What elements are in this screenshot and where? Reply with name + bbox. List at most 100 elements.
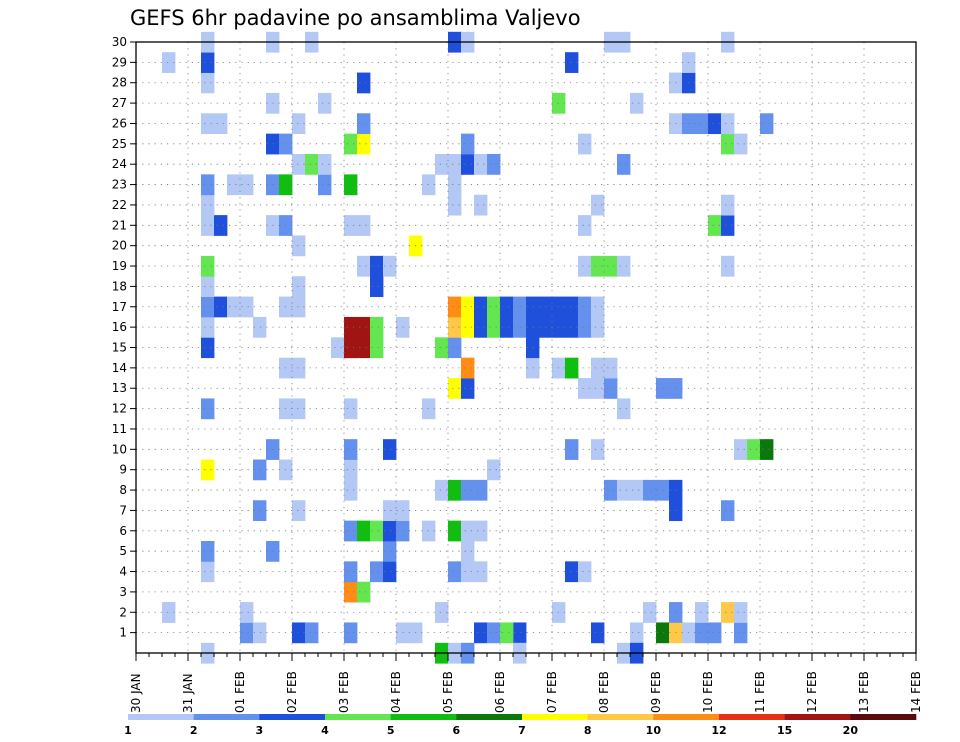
- heatmap-cell: [565, 316, 579, 338]
- heatmap-cell: [708, 215, 722, 236]
- heatmap-cell: [227, 174, 241, 196]
- y-tick-label: 1: [119, 626, 127, 640]
- heatmap-cell: [578, 255, 592, 277]
- heatmap-cell: [461, 479, 475, 501]
- heatmap-cell: [344, 337, 358, 359]
- x-tick-label: 05 FEB: [441, 671, 455, 713]
- y-tick-label: 18: [112, 279, 127, 293]
- heatmap-cell: [383, 540, 397, 562]
- heatmap-cell: [721, 602, 735, 623]
- heatmap-cell: [487, 316, 501, 338]
- heatmap-cell: [383, 520, 397, 542]
- x-tick-label: 14 FEB: [909, 671, 923, 713]
- y-tick-label: 6: [119, 524, 127, 538]
- heatmap-cell: [318, 154, 332, 175]
- colorbar-segment: [128, 714, 194, 720]
- heatmap-cell: [201, 113, 215, 135]
- heatmap-cell: [422, 398, 436, 420]
- y-tick-label: 8: [119, 483, 127, 497]
- heatmap-cell: [461, 296, 475, 318]
- heatmap-cell: [604, 479, 618, 501]
- heatmap-cell: [370, 255, 384, 277]
- heatmap-cell: [461, 520, 475, 542]
- colorbar-segment: [850, 714, 917, 720]
- heatmap-cell: [643, 602, 657, 623]
- y-tick-label: 16: [112, 320, 127, 334]
- heatmap-cell: [201, 52, 215, 73]
- heatmap-cell: [292, 500, 306, 522]
- heatmap-cell: [357, 113, 371, 135]
- heatmap-cell: [565, 561, 579, 583]
- heatmap-cell: [487, 296, 501, 318]
- y-tick-label: 2: [119, 605, 127, 619]
- heatmap-cell: [253, 459, 267, 481]
- heatmap-cell: [565, 296, 579, 318]
- heatmap-cell: [344, 215, 358, 236]
- colorbar-segment: [390, 714, 457, 720]
- x-tick-label: 02 FEB: [285, 671, 299, 713]
- heatmap-cell: [617, 154, 631, 175]
- x-tick-label: 03 FEB: [337, 671, 351, 713]
- heatmap-cell: [344, 581, 358, 603]
- colorbar-segment: [587, 714, 654, 720]
- heatmap-cell: [656, 479, 670, 501]
- heatmap-cell: [461, 133, 475, 155]
- heatmap-cell: [435, 479, 449, 501]
- heatmap-cell: [344, 520, 358, 542]
- heatmap-cell: [240, 296, 254, 318]
- y-tick-label: 12: [112, 402, 127, 416]
- heatmap-cell: [461, 154, 475, 175]
- heatmap-cell: [240, 174, 254, 196]
- x-tick-label: 31 JAN: [181, 673, 195, 713]
- heatmap-cell: [305, 154, 319, 175]
- x-tick-label: 08 FEB: [597, 671, 611, 713]
- heatmap-cell: [357, 316, 371, 338]
- colorbar-label: 10: [646, 724, 662, 737]
- y-tick-label: 21: [112, 218, 127, 232]
- heatmap-cell: [487, 154, 501, 175]
- heatmap-cell: [721, 255, 735, 277]
- heatmap-cell: [201, 174, 215, 196]
- heatmap-cell: [526, 296, 540, 318]
- heatmap-cell: [318, 174, 332, 196]
- heatmap-cell: [344, 439, 358, 460]
- x-tick-label: 13 FEB: [857, 671, 871, 713]
- x-tick-label: 10 FEB: [701, 671, 715, 713]
- heatmap-cell: [357, 72, 371, 94]
- heatmap-cell: [383, 500, 397, 522]
- heatmap-cell: [344, 133, 358, 155]
- y-tick-label: 15: [112, 341, 127, 355]
- heatmap-cell: [630, 479, 644, 501]
- heatmap-cell: [591, 316, 605, 338]
- heatmap-cell: [500, 296, 514, 318]
- heatmap-cell: [357, 581, 371, 603]
- heatmap-cell: [461, 561, 475, 583]
- heatmap-cell: [370, 561, 384, 583]
- heatmap-cell: [435, 602, 449, 623]
- heatmap-cell: [370, 337, 384, 359]
- heatmap-cell: [383, 561, 397, 583]
- heatmap-cell: [448, 337, 462, 359]
- heatmap-cell: [578, 561, 592, 583]
- heatmap-cell: [461, 540, 475, 562]
- heatmap-cell: [721, 133, 735, 155]
- y-tick-label: 23: [112, 178, 127, 192]
- heatmap-cell: [617, 255, 631, 277]
- heatmap-cell: [448, 316, 462, 338]
- colorbar-label: 5: [387, 724, 395, 737]
- x-tick-label: 07 FEB: [545, 671, 559, 713]
- x-tick-label: 12 FEB: [805, 671, 819, 713]
- heatmap-cell: [448, 561, 462, 583]
- heatmap-cell: [578, 296, 592, 318]
- heatmap-cell: [461, 357, 475, 379]
- colorbar-segment: [456, 714, 523, 720]
- heatmap-cell: [643, 479, 657, 501]
- heatmap-cell: [201, 398, 215, 420]
- colorbar-segment: [719, 714, 785, 720]
- heatmap-cell: [214, 215, 228, 236]
- heatmap-cell: [734, 133, 748, 155]
- heatmap-cell: [201, 337, 215, 359]
- heatmap-cell: [344, 174, 358, 196]
- heatmap-cell: [526, 357, 540, 379]
